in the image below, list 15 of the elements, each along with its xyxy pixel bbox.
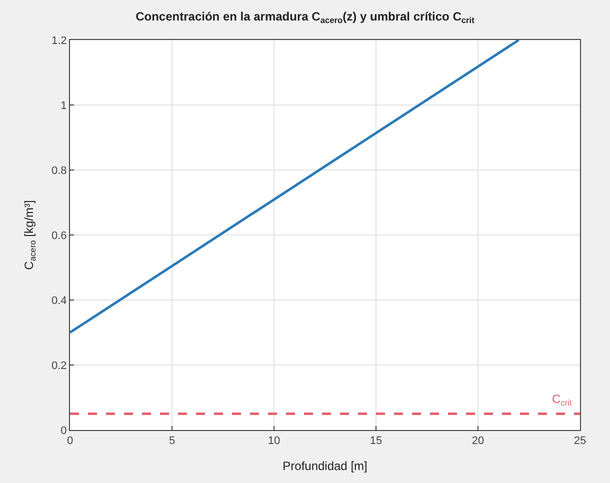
x-tick-label: 15: [370, 435, 382, 448]
x-tick-label: 10: [268, 435, 280, 448]
y-tick-label: 1: [60, 100, 67, 112]
y-tick-label: 0.8: [52, 164, 67, 177]
y-tick-label: 1.2: [52, 34, 67, 47]
x-tick-label: 20: [472, 435, 484, 448]
chart-title: Concentración en la armadura C$_{acero}$(z) y umbral crítico C$_{crit}$: [136, 9, 475, 25]
y-tick-label: 0.4: [52, 294, 67, 307]
x-tick-label: 25: [574, 435, 586, 448]
y-tick-label: 0.2: [52, 360, 67, 372]
x-tick-label: 5: [168, 435, 176, 448]
y-tick-label: 0: [60, 424, 67, 437]
ref-line-label: C$_{crit}$: [552, 392, 573, 408]
x-axis-title: Profundidad [m]: [282, 459, 368, 474]
y-tick-label: 0.6: [52, 230, 67, 242]
